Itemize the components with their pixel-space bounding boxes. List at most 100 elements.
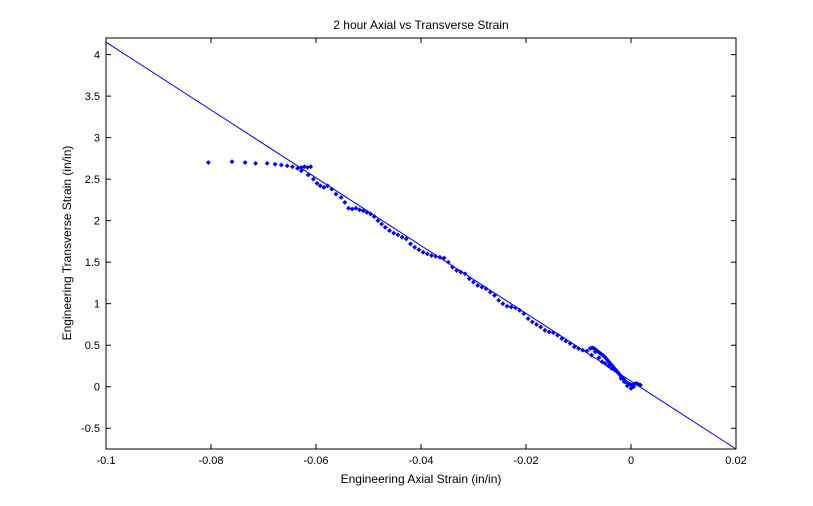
data-point bbox=[521, 311, 527, 317]
data-point bbox=[353, 205, 359, 211]
y-tick-label: 2 bbox=[94, 216, 100, 228]
data-point bbox=[584, 348, 590, 354]
x-axis-ticks: -0.1 -0.08 -0.06 -0.04 -0.02 0 0.02 bbox=[97, 38, 747, 467]
fit-line-layer bbox=[105, 41, 737, 450]
plot-area bbox=[105, 37, 737, 450]
data-point bbox=[529, 319, 535, 325]
data-point bbox=[479, 284, 485, 290]
data-point bbox=[408, 241, 413, 247]
data-point bbox=[563, 338, 569, 344]
data-point bbox=[567, 341, 573, 346]
data-point bbox=[602, 361, 608, 366]
data-point bbox=[424, 251, 430, 257]
y-tick-label: 1.5 bbox=[85, 257, 100, 269]
data-point bbox=[253, 160, 259, 166]
y-tick-label: -0.5 bbox=[81, 423, 100, 435]
data-point bbox=[242, 160, 248, 165]
data-point bbox=[621, 379, 627, 385]
data-point bbox=[399, 234, 405, 240]
data-point bbox=[525, 316, 531, 322]
data-point bbox=[542, 327, 548, 333]
data-point bbox=[445, 259, 451, 265]
data-point bbox=[592, 349, 598, 355]
data-point bbox=[612, 367, 618, 373]
data-point bbox=[284, 163, 290, 169]
x-axis-label: Engineering Axial Strain (in/in) bbox=[341, 472, 502, 486]
data-point bbox=[580, 347, 586, 353]
data-point bbox=[513, 305, 518, 311]
plot-frame bbox=[105, 37, 737, 450]
x-tick-label: -0.06 bbox=[303, 455, 328, 467]
data-point bbox=[325, 183, 330, 189]
data-point bbox=[487, 289, 493, 295]
data-point bbox=[387, 228, 392, 234]
data-point bbox=[289, 164, 295, 170]
data-point bbox=[391, 230, 397, 236]
data-point bbox=[458, 269, 464, 275]
data-point bbox=[624, 383, 630, 389]
x-tick-label: -0.1 bbox=[97, 455, 116, 467]
data-point bbox=[492, 292, 497, 298]
data-point bbox=[412, 244, 418, 250]
x-tick-label: 0 bbox=[628, 455, 634, 467]
data-point bbox=[441, 255, 447, 261]
y-axis-label: Engineering Transverse Strain (in/in) bbox=[60, 146, 74, 341]
data-point bbox=[517, 307, 523, 313]
data-point bbox=[329, 186, 335, 192]
data-points-layer bbox=[205, 159, 643, 391]
y-tick-label: 0 bbox=[94, 382, 100, 394]
data-point bbox=[302, 164, 307, 170]
x-tick-label: -0.08 bbox=[198, 455, 223, 467]
x-tick-label: -0.02 bbox=[513, 455, 538, 467]
chart-title: 2 hour Axial vs Transverse Strain bbox=[333, 18, 508, 32]
data-point bbox=[596, 355, 602, 361]
data-point bbox=[357, 207, 362, 213]
data-point bbox=[371, 214, 377, 219]
data-point bbox=[454, 268, 460, 273]
data-point bbox=[606, 359, 612, 365]
data-point bbox=[462, 271, 468, 277]
data-point bbox=[496, 297, 502, 303]
data-point bbox=[403, 236, 409, 242]
data-point bbox=[416, 247, 422, 253]
data-point bbox=[604, 356, 610, 362]
data-point bbox=[475, 283, 481, 288]
data-point bbox=[546, 329, 552, 335]
data-point bbox=[609, 366, 614, 371]
data-point bbox=[298, 168, 304, 174]
data-point bbox=[618, 375, 624, 381]
data-point bbox=[310, 176, 316, 182]
data-point bbox=[433, 253, 439, 259]
data-point bbox=[538, 324, 544, 330]
data-point bbox=[602, 354, 608, 360]
data-point bbox=[534, 322, 539, 327]
data-point bbox=[308, 164, 314, 170]
data-point bbox=[349, 206, 355, 212]
x-tick-label: 0.02 bbox=[725, 455, 746, 467]
data-point bbox=[596, 349, 601, 355]
data-point bbox=[420, 249, 426, 255]
data-point bbox=[508, 304, 514, 310]
data-point bbox=[450, 264, 455, 270]
fit-line bbox=[105, 41, 737, 450]
data-point bbox=[346, 205, 351, 211]
data-point bbox=[338, 194, 344, 200]
data-point bbox=[295, 165, 301, 171]
data-point bbox=[333, 191, 339, 197]
y-axis-ticks: -0.5 0 0.5 1 1.5 2 2.5 3 3.5 4 bbox=[81, 50, 736, 435]
data-point bbox=[638, 382, 643, 388]
data-point bbox=[342, 199, 348, 205]
data-point bbox=[264, 160, 270, 166]
data-point bbox=[600, 352, 606, 358]
data-point bbox=[305, 172, 311, 178]
y-tick-label: 2.5 bbox=[85, 174, 100, 186]
data-point bbox=[229, 159, 235, 165]
data-point bbox=[375, 218, 381, 224]
data-point bbox=[382, 224, 388, 230]
data-point bbox=[321, 185, 327, 190]
data-point bbox=[379, 221, 385, 227]
data-point bbox=[504, 303, 510, 309]
data-point bbox=[599, 359, 605, 365]
data-point bbox=[471, 279, 476, 285]
